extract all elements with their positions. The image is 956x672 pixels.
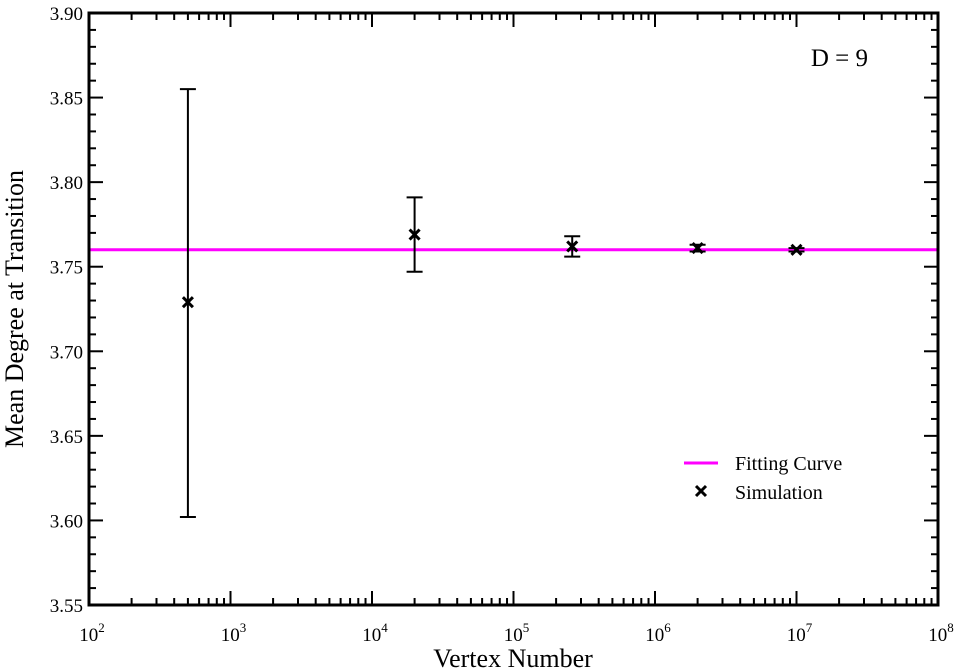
x-tick-base: 10 — [79, 625, 98, 646]
x-tick-base: 10 — [504, 625, 523, 646]
x-tick-label: 104 — [362, 620, 388, 646]
x-tick-base: 10 — [221, 625, 240, 646]
x-tick-label: 102 — [79, 620, 105, 646]
x-marker-stroke — [566, 240, 579, 253]
y-tick-label: 3.85 — [50, 89, 83, 110]
y-tick-label: 3.55 — [50, 596, 83, 617]
x-marker-stroke — [181, 296, 194, 309]
axis-ticks — [88, 12, 938, 606]
y-tick-label: 3.70 — [50, 342, 83, 363]
y-tick-label: 3.65 — [50, 427, 83, 448]
simulation-point — [788, 243, 805, 256]
y-tick-label: 3.60 — [50, 511, 83, 532]
legend-simulation-label: Simulation — [735, 482, 823, 504]
x-tick-exponent: 2 — [98, 620, 105, 635]
y-tick-label: 3.80 — [50, 173, 83, 194]
x-tick-base: 10 — [928, 625, 947, 646]
simulation-series — [179, 88, 805, 519]
legend-fitting-curve-label: Fitting Curve — [735, 453, 842, 475]
x-tick-label: 107 — [787, 620, 813, 646]
x-marker-stroke — [408, 228, 421, 241]
y-tick-label: 3.75 — [50, 258, 83, 279]
x-tick-exponent: 8 — [947, 620, 954, 635]
x-tick-label: 108 — [928, 620, 954, 646]
x-marker-stroke — [691, 242, 704, 255]
x-tick-exponent: 5 — [523, 620, 530, 635]
x-axis-title: Vertex Number — [433, 644, 593, 672]
y-tick-label: 3.90 — [50, 4, 83, 25]
x-tick-exponent: 6 — [664, 620, 671, 635]
x-marker-stroke — [790, 243, 803, 256]
simulation-point — [564, 235, 581, 258]
x-tick-label: 106 — [645, 620, 671, 646]
x-tick-exponent: 7 — [806, 620, 813, 635]
x-tick-base: 10 — [645, 625, 664, 646]
legend-simulation-marker — [694, 484, 708, 498]
x-tick-exponent: 3 — [240, 620, 247, 635]
x-tick-base: 10 — [787, 625, 806, 646]
legend: Fitting Curve Simulation — [684, 453, 842, 504]
x-tick-label: 105 — [504, 620, 530, 646]
simulation-point — [179, 88, 196, 519]
simulation-point — [406, 196, 423, 273]
y-axis-title: Mean Degree at Transition — [0, 170, 29, 448]
plot-frame — [87, 11, 940, 607]
x-tick-exponent: 4 — [381, 620, 388, 635]
annotation-label: D = 9 — [811, 45, 868, 72]
x-tick-label: 103 — [221, 620, 247, 646]
simulation-point — [689, 242, 706, 255]
x-tick-base: 10 — [362, 625, 381, 646]
